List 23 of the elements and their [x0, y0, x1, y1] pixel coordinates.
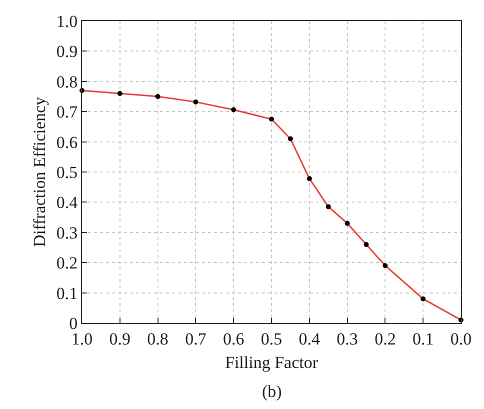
x-tick-label: 0.1	[412, 329, 434, 348]
x-tick-label: 0.7	[185, 329, 207, 348]
y-tick-label: 0.1	[56, 284, 78, 303]
y-tick-label: 0.7	[56, 102, 78, 122]
y-tick-label: 0.4	[56, 193, 78, 212]
y-tick-label: 0.5	[56, 162, 78, 182]
x-tick-label: 0.4	[298, 329, 321, 348]
y-tick-label: 0.6	[56, 132, 78, 152]
y-tick-label: 0.2	[56, 254, 78, 273]
x-tick-label: 0.3	[336, 329, 358, 348]
y-axis-title: Diffraction Efficiency	[30, 96, 49, 247]
text: (b)	[262, 382, 282, 401]
x-tick-label: 0.0	[450, 329, 472, 348]
y-tick-label: 1.0	[56, 12, 78, 31]
x-axis-title: Filling Factor	[224, 352, 318, 372]
y-tick-label: 0.8	[56, 72, 78, 92]
y-tick-label: 0.9	[56, 42, 78, 62]
x-tick-label: 0.5	[260, 329, 282, 348]
y-tick-label: 0.3	[56, 223, 78, 242]
x-tick-label: 0.2	[374, 329, 396, 348]
x-tick-label: 0.9	[109, 329, 131, 348]
x-tick-label: 0.8	[147, 329, 168, 348]
x-tick-label: 0.6	[222, 329, 244, 348]
